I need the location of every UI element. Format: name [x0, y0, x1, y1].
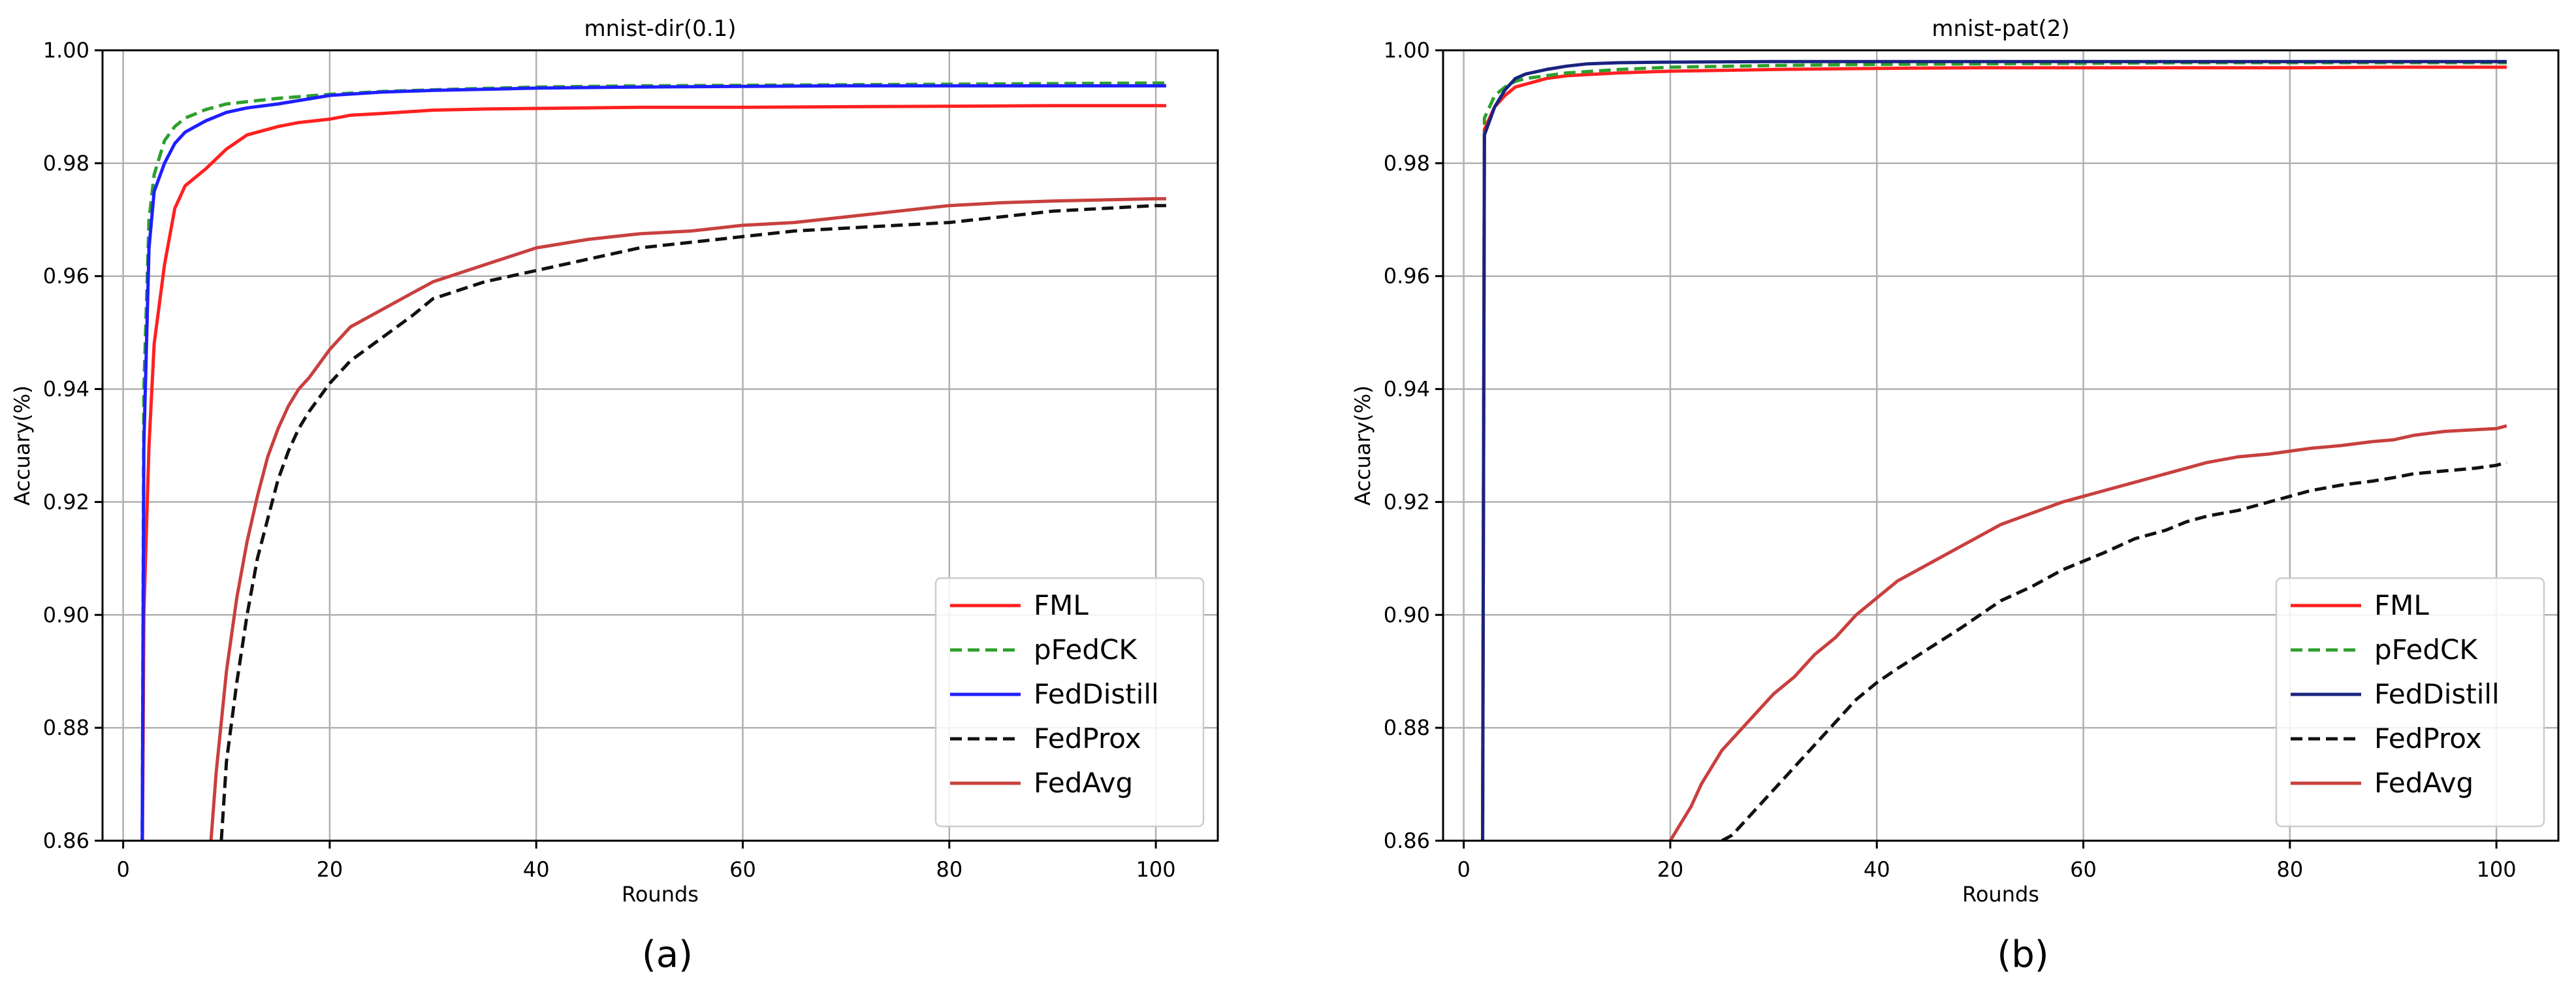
y-tick-label: 0.94 — [1384, 377, 1430, 402]
legend-label: FedDistill — [2374, 678, 2500, 710]
x-tick-label: 100 — [1136, 857, 1176, 882]
y-tick-label: 1.00 — [1384, 38, 1430, 63]
legend-label: pFedCK — [1034, 634, 1137, 666]
y-tick-label: 0.86 — [1384, 828, 1430, 853]
x-tick-label: 20 — [1657, 857, 1684, 882]
y-tick-label: 0.94 — [43, 377, 89, 402]
series-line-fml — [140, 104, 1166, 841]
legend-label: FML — [1034, 589, 1089, 621]
x-tick-label: 20 — [317, 857, 343, 882]
series-line-feddistill — [140, 84, 1166, 841]
chart-panel-b: 0 20 40 60 80 100 0.86 0.88 0.90 0.92 0.94 0.96 0.98… — [1350, 16, 2560, 976]
series-line-fedavg — [1668, 424, 2507, 841]
y-tick-label: 0.98 — [1384, 151, 1430, 176]
legend-box — [2275, 577, 2545, 828]
x-axis-label: Rounds — [1962, 882, 2039, 907]
legend-label: FedProx — [1034, 722, 1141, 754]
series-line-fedprox — [1721, 461, 2507, 841]
series-line-fedavg — [209, 197, 1166, 841]
plot-frame — [101, 49, 1219, 842]
legend-label: FedDistill — [1034, 678, 1159, 710]
series-line-fml — [1481, 65, 2507, 841]
series-line-feddistill — [1481, 59, 2507, 841]
legend: FML pFedCK FedDistill FedProx FedAvg — [2275, 577, 2545, 828]
y-tick-label: 0.88 — [43, 715, 89, 740]
x-tick-label: 60 — [729, 857, 756, 882]
y-tick-label: 0.86 — [43, 828, 89, 853]
x-tick-label: 0 — [116, 857, 129, 882]
series-line-fedprox — [219, 204, 1166, 841]
y-tick-label: 0.92 — [43, 489, 89, 514]
x-tick-label: 40 — [1864, 857, 1890, 882]
chart-title: mnist-pat(2) — [1932, 16, 2069, 42]
y-tick-label: 1.00 — [43, 38, 89, 63]
legend-label: pFedCK — [2374, 634, 2478, 666]
legend-label: FML — [2374, 589, 2429, 621]
y-axis-label: Accuary(%) — [10, 385, 35, 506]
x-tick-label: 60 — [2070, 857, 2097, 882]
x-tick-label: 0 — [1457, 857, 1470, 882]
legend-label: FedProx — [2374, 722, 2482, 754]
x-axis-label: Rounds — [622, 882, 699, 907]
legend: FML pFedCK FedDistill FedProx FedAvg — [934, 577, 1205, 828]
y-tick-label: 0.96 — [43, 264, 89, 289]
plot-frame — [1442, 49, 2560, 842]
x-tick-label: 80 — [2276, 857, 2303, 882]
y-tick-label: 0.88 — [1384, 715, 1430, 740]
panel-label: (a) — [642, 933, 693, 976]
y-axis-label: Accuary(%) — [1350, 385, 1375, 506]
legend-box — [934, 577, 1205, 828]
y-tick-label: 0.90 — [1384, 602, 1430, 627]
legend-label: FedAvg — [2374, 767, 2473, 799]
x-tick-label: 40 — [523, 857, 550, 882]
chart-title: mnist-dir(0.1) — [584, 16, 736, 42]
chart-panel-a: 0 20 40 60 80 100 0.86 0.88 0.90 0.92 0.94 0.96 0.98… — [10, 16, 1219, 976]
y-tick-label: 0.92 — [1384, 489, 1430, 514]
panel-label: (b) — [1997, 933, 2048, 976]
y-tick-label: 0.98 — [43, 151, 89, 176]
y-tick-label: 0.96 — [1384, 264, 1430, 289]
x-tick-label: 80 — [936, 857, 962, 882]
legend-label: FedAvg — [1034, 767, 1133, 799]
y-tick-label: 0.90 — [43, 602, 89, 627]
x-tick-label: 100 — [2477, 857, 2517, 882]
